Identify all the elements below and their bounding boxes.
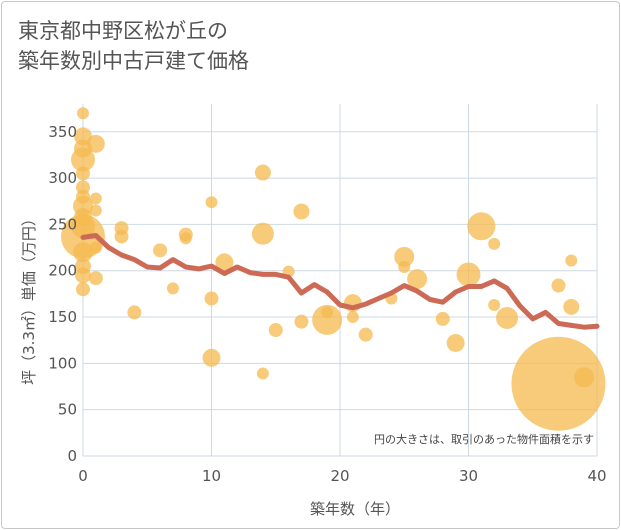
bubble[interactable] [435,311,450,326]
bubble[interactable] [73,242,93,263]
bubble[interactable] [256,367,269,380]
x-tick-label: 0 [78,467,88,485]
bubble[interactable] [153,243,168,258]
bubble[interactable] [294,314,309,329]
bubble[interactable] [127,305,142,320]
bubble[interactable] [551,278,566,293]
bubble[interactable] [202,348,221,367]
bubble[interactable] [254,164,271,181]
bubble[interactable] [394,246,415,267]
bubble[interactable] [89,241,102,254]
bubble[interactable] [86,134,105,153]
bubble[interactable] [407,269,428,290]
bubble[interactable] [204,291,219,306]
bubble[interactable] [215,253,234,272]
bubble[interactable] [563,298,580,315]
bubble[interactable] [205,196,218,209]
bubble[interactable] [77,107,89,120]
bubble[interactable] [456,262,481,287]
bubble[interactable] [293,203,310,220]
bubble[interactable] [312,304,343,335]
bubble[interactable] [179,232,192,245]
y-tick-label: 150 [48,308,77,326]
y-tick-label: 350 [48,123,77,141]
x-tick-label: 10 [202,467,221,485]
bubble[interactable] [89,192,102,205]
bubble[interactable] [496,306,519,329]
bubble[interactable] [346,311,359,324]
y-tick-label: 300 [48,169,77,187]
bubble[interactable] [251,222,274,245]
bubble[interactable] [358,327,373,342]
y-tick-label: 250 [48,215,77,233]
y-tick-label: 100 [48,354,77,372]
bubble[interactable] [488,237,501,250]
y-axis-title: 坪（3.3㎡）単価（万円） [20,211,38,385]
bubble[interactable] [446,333,465,352]
bubble[interactable] [321,306,334,319]
x-axis-title: 築年数（年） [310,500,400,518]
bubble-size-note: 円の大きさは、取引のあった物件面積を示す [374,432,594,446]
chart-title-line2: 築年数別中古戸建て価格 [18,49,249,73]
bubble[interactable] [89,204,102,217]
bubble-series [61,107,606,431]
bubble[interactable] [166,282,179,295]
bubble[interactable] [88,271,103,286]
average-price-trend-line [80,233,600,330]
bubble[interactable] [467,212,496,241]
bubble[interactable] [268,323,283,338]
bubble[interactable] [114,229,129,244]
bubble[interactable] [488,299,501,312]
bubble[interactable] [398,261,411,274]
y-tick-label: 0 [67,447,77,465]
x-tick-label: 30 [459,467,478,485]
bubble[interactable] [75,267,91,284]
x-tick-label: 40 [587,467,606,485]
chart-title: 東京都中野区松が丘の 築年数別中古戸建て価格 [18,16,249,76]
bubble[interactable] [76,166,90,181]
bubble[interactable] [511,336,606,431]
bubble[interactable] [71,147,95,172]
axis-ticks: 0 50 100 150 200 250 300 350 0 10 20 30 40 [48,123,606,485]
y-tick-label: 200 [48,262,77,280]
bubble[interactable] [76,282,90,297]
bubble[interactable] [565,254,578,267]
bubble[interactable] [574,367,595,388]
chart-title-line1: 東京都中野区松が丘の [18,19,228,43]
y-tick-label: 50 [58,401,77,419]
x-tick-label: 20 [330,467,349,485]
